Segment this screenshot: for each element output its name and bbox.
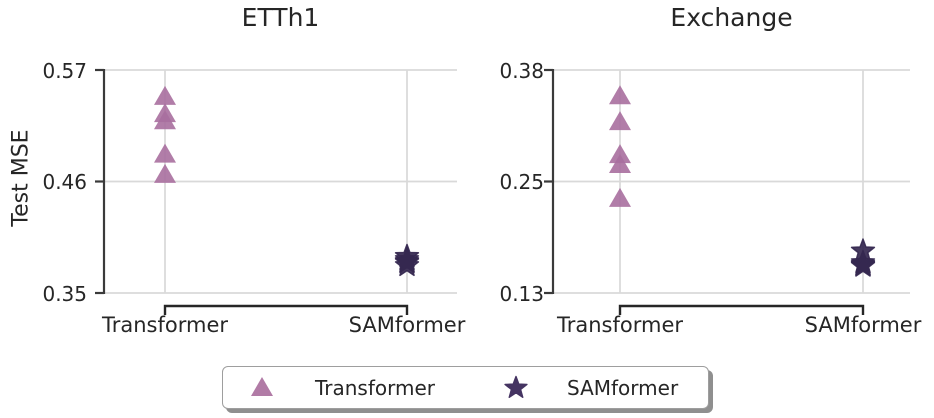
exchange-ytick-0: 0.13 <box>499 282 544 306</box>
chart-title-exchange: Exchange <box>670 3 793 32</box>
exchange-ytick-1: 0.25 <box>499 170 544 194</box>
etth1-xlabel-transformer: Transformer <box>101 313 228 337</box>
exchange-ytick-2: 0.38 <box>499 59 544 83</box>
star-marker-icon <box>503 375 529 401</box>
exchange-xlabel-samformer: SAMformer <box>804 313 922 337</box>
etth1-xlabel-samformer: SAMformer <box>348 313 466 337</box>
legend-label-transformer: Transformer <box>315 375 436 400</box>
legend: Transformer SAMformer <box>222 366 709 409</box>
etth1-ytick-1: 0.46 <box>42 170 87 194</box>
exchange-xlabel-transformer: Transformer <box>556 313 683 337</box>
chart-title-etth1: ETTh1 <box>241 3 320 32</box>
etth1-ytick-0: 0.35 <box>42 282 87 306</box>
etth1-ytick-2: 0.57 <box>42 59 87 83</box>
triangle-marker-icon <box>249 375 275 401</box>
legend-label-samformer: SAMformer <box>567 375 679 400</box>
